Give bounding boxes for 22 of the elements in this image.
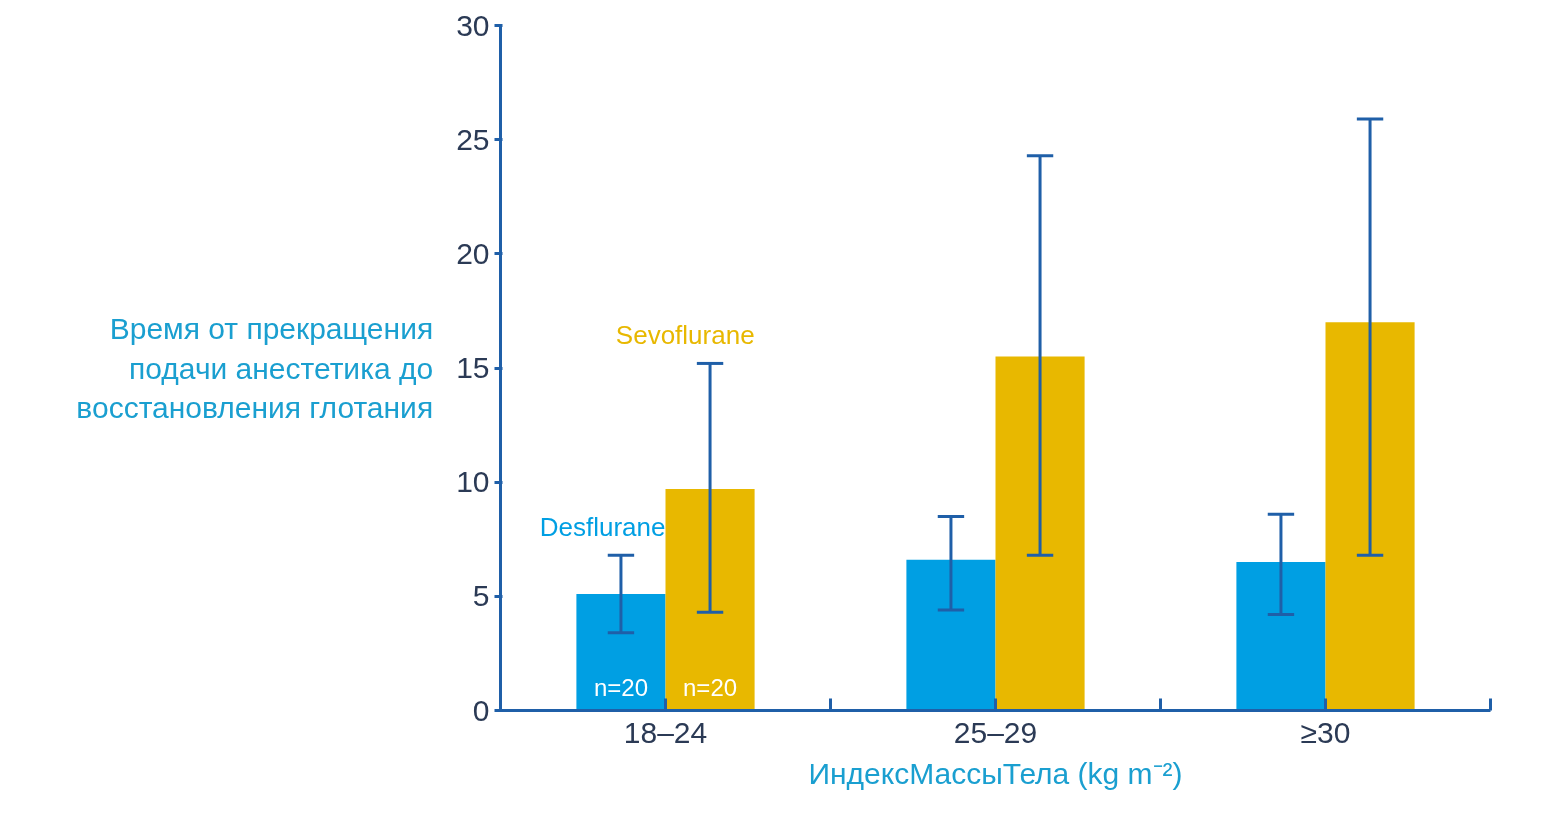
y-axis-title: Время от прекращения подачи анестетика до восстановления глотания: [76, 311, 434, 425]
bar: [1325, 322, 1415, 711]
y-tick-label: 20: [456, 236, 490, 270]
y-tick-label: 10: [456, 465, 490, 499]
bar: [576, 594, 666, 711]
bar: [665, 489, 755, 711]
x-tick-label: 25–29: [953, 715, 1038, 749]
x-axis-title: ИндексМассыТела (kg m⁻²): [808, 756, 1183, 790]
x-tick-label: ≥30: [1300, 715, 1351, 749]
y-tick-label: 5: [472, 579, 490, 613]
x-tick-label: 18–24: [623, 715, 708, 749]
bar: [1236, 562, 1326, 711]
bar: [995, 356, 1085, 711]
y-tick-label: 25: [456, 122, 490, 156]
y-tick-label: 0: [472, 693, 490, 727]
text: Sevoflurane: [615, 319, 755, 350]
bar: [906, 559, 996, 711]
y-tick-label: 30: [456, 8, 490, 42]
y-tick-label: 15: [456, 351, 490, 384]
annotation: n=20: [683, 674, 738, 702]
text: Desflurane: [539, 511, 666, 542]
annotation: n=20: [593, 674, 648, 702]
